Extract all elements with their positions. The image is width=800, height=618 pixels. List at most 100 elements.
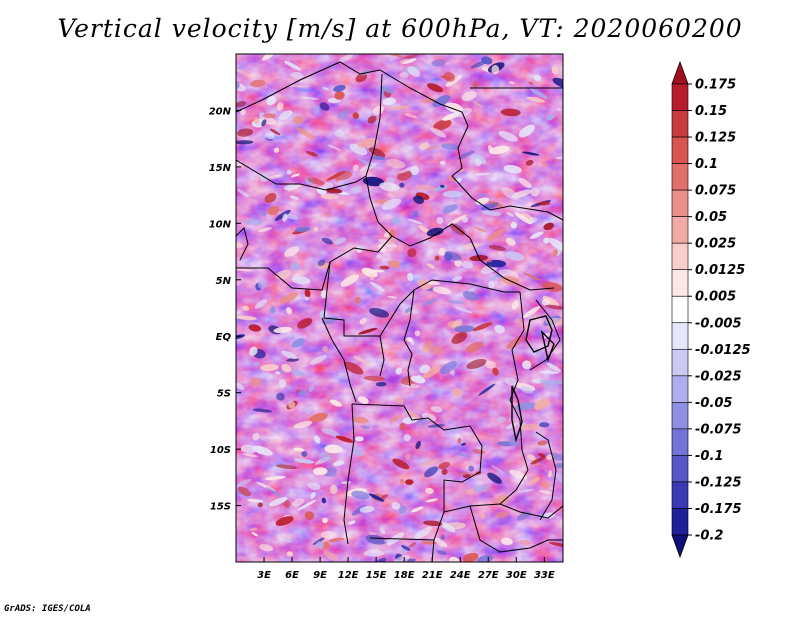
- field-cell: [281, 350, 298, 360]
- field-cell: [353, 449, 364, 457]
- field-cell: [379, 85, 394, 94]
- field-cell: [412, 211, 419, 218]
- field-cell: [407, 218, 423, 225]
- colorbar-label: 0.175: [695, 78, 736, 93]
- field-cell: [491, 465, 504, 473]
- field-cell: [363, 375, 386, 382]
- y-tick-label: 5N: [216, 276, 232, 287]
- field-cell: [320, 530, 337, 539]
- field-cell: [359, 506, 375, 513]
- field-cell: [440, 521, 456, 533]
- field-cell: [375, 381, 387, 387]
- field-cell: [527, 454, 536, 461]
- field-cell: [357, 327, 378, 335]
- field-cell: [326, 170, 346, 181]
- software-credit: GrADS: IGES/COLA: [4, 604, 91, 614]
- field-cell: [368, 493, 385, 502]
- colorbar-box: [671, 375, 689, 403]
- field-cell: [236, 382, 245, 391]
- border-line: [365, 73, 383, 223]
- x-tick-label: 27E: [478, 570, 499, 581]
- colorbar-label: 0.125: [695, 131, 736, 146]
- border-line: [377, 221, 555, 291]
- field-cell: [261, 211, 267, 216]
- field-cell: [413, 195, 425, 205]
- field-cell: [520, 386, 534, 394]
- plot-title: Vertical velocity [m/s] at 600hPa, VT: 2…: [57, 14, 743, 43]
- x-tick-label: 18E: [394, 570, 415, 581]
- field-cell: [286, 170, 292, 175]
- field-cell: [492, 367, 499, 376]
- field-cell: [250, 377, 262, 387]
- field-cell: [237, 189, 249, 198]
- field-cell: [266, 96, 277, 106]
- field-cell: [379, 527, 386, 535]
- field-cell: [539, 422, 550, 428]
- colorbar-box: [671, 189, 689, 217]
- field-cell: [473, 226, 488, 233]
- field-cell: [425, 146, 440, 151]
- colorbar-box: [671, 402, 689, 430]
- field-cell: [368, 531, 377, 536]
- colorbar-label: -0.005: [695, 316, 742, 331]
- field-cell: [365, 534, 387, 545]
- field-cell: [441, 468, 448, 475]
- field-cell: [445, 75, 462, 87]
- field-cell: [320, 193, 339, 200]
- colorbar-box: [671, 83, 689, 111]
- field-cell: [555, 156, 563, 160]
- field-cell: [461, 261, 474, 269]
- field-cell: [537, 440, 548, 446]
- field-cell: [349, 143, 368, 156]
- field-cell: [248, 324, 262, 332]
- field-cell: [318, 452, 333, 462]
- field-cell: [398, 505, 407, 514]
- field-cell: [404, 306, 413, 313]
- field-cell: [236, 128, 254, 137]
- colorbar-label: 0.005: [695, 290, 736, 305]
- field-cell: [544, 379, 563, 385]
- x-tick-label: 30E: [506, 570, 527, 581]
- border-line: [469, 505, 563, 553]
- field-cell: [401, 545, 411, 551]
- field-cell: [290, 173, 301, 178]
- field-cell: [381, 198, 402, 210]
- field-cell: [260, 364, 279, 372]
- field-cell: [367, 115, 377, 124]
- border-line: [236, 61, 469, 177]
- field-cell: [306, 150, 318, 157]
- field-cell: [261, 119, 267, 127]
- field-cell: [236, 315, 257, 321]
- field-cell: [268, 496, 288, 507]
- field-cell: [301, 451, 308, 457]
- field-cell: [292, 498, 305, 507]
- field-cell: [530, 187, 540, 197]
- field-cell: [506, 212, 514, 217]
- field-cell: [361, 135, 366, 140]
- field-cell: [304, 511, 315, 520]
- field-cell: [522, 272, 542, 281]
- field-cell: [323, 550, 338, 561]
- field-cell: [321, 428, 341, 438]
- field-cell: [516, 489, 534, 493]
- field-cell: [308, 412, 328, 423]
- field-cell: [491, 65, 500, 75]
- field-cell: [292, 276, 311, 285]
- field-cell: [349, 186, 362, 194]
- field-cell: [487, 145, 494, 153]
- field-cell: [522, 151, 540, 156]
- field-cell: [304, 296, 309, 301]
- field-cell: [236, 101, 246, 108]
- field-cell: [327, 144, 342, 151]
- colorbar-label: -0.175: [695, 502, 742, 517]
- field-cell: [252, 432, 260, 441]
- field-cell: [398, 165, 418, 174]
- field-cell: [505, 422, 517, 430]
- field-cell: [406, 337, 413, 343]
- field-cell: [525, 159, 534, 166]
- field-cell: [262, 113, 277, 119]
- field-cell: [419, 459, 440, 466]
- field-cell: [399, 58, 409, 64]
- field-cell: [265, 486, 285, 499]
- field-cell: [511, 300, 519, 310]
